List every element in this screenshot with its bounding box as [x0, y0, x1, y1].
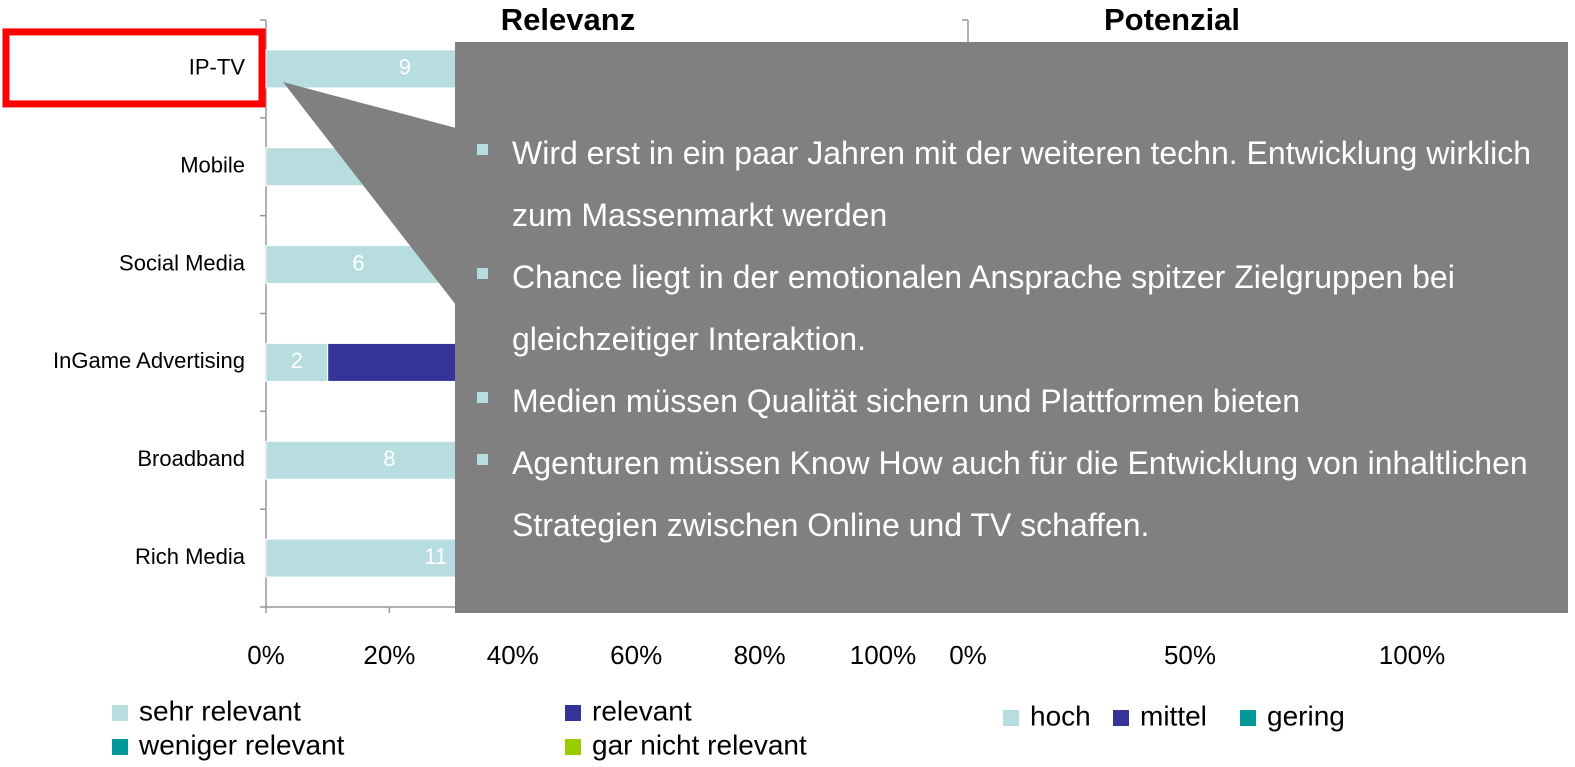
legend-label: gering	[1267, 700, 1345, 731]
value-label: 2	[291, 348, 303, 373]
x-tick-label: 50%	[1164, 640, 1216, 670]
bullet: Wird erst in ein paar Jahren mit der wei…	[475, 122, 1560, 246]
x-tick-label: 100%	[850, 640, 917, 670]
x-tick-label: 80%	[734, 640, 786, 670]
y-tick-label: Mobile	[180, 153, 245, 178]
bar-segment	[265, 342, 329, 382]
legend-swatch	[112, 705, 128, 721]
legend-label: hoch	[1030, 700, 1091, 731]
callout: Wird erst in ein paar Jahren mit der wei…	[475, 122, 1560, 556]
x-tick-label: 0%	[949, 640, 987, 670]
y-tick-label: InGame Advertising	[53, 348, 245, 373]
x-tick-label: 100%	[1379, 640, 1446, 670]
y-tick-label: Broadband	[137, 446, 245, 471]
y-tick-label: Social Media	[119, 250, 246, 275]
legend-swatch	[112, 739, 128, 755]
x-tick-label: 40%	[487, 640, 539, 670]
y-tick-label: Rich Media	[135, 544, 246, 569]
legend-swatch	[565, 705, 581, 721]
callout-pointer	[283, 82, 456, 305]
legend-swatch	[1113, 710, 1129, 726]
legend-label: relevant	[592, 695, 692, 726]
highlight-box	[2, 28, 266, 108]
legend-label: weniger relevant	[138, 729, 345, 760]
value-label: 6	[352, 250, 364, 275]
callout-box	[455, 42, 1568, 613]
x-tick-label: 60%	[610, 640, 662, 670]
chart-title: Relevanz	[501, 2, 635, 37]
value-label: 9	[399, 55, 411, 80]
legend-swatch	[1240, 710, 1256, 726]
legend-label: sehr relevant	[139, 695, 301, 726]
legend-swatch	[565, 739, 581, 755]
y-tick-label: IP-TV	[189, 55, 246, 80]
value-label: 8	[383, 446, 395, 471]
value-label: 11	[424, 544, 447, 569]
x-tick-label: 0%	[247, 640, 285, 670]
bullet-list: Wird erst in ein paar Jahren mit der wei…	[475, 122, 1560, 556]
chart-title: Potenzial	[1104, 2, 1240, 37]
bullet: Agenturen müssen Know How auch für die E…	[475, 432, 1560, 556]
legend-label: gar nicht relevant	[592, 729, 807, 760]
bullet: Medien müssen Qualität sichern und Platt…	[475, 370, 1560, 432]
legend-swatch	[1003, 710, 1019, 726]
legend-label: mittel	[1140, 700, 1207, 731]
bullet: Chance liegt in der emotionalen Ansprach…	[475, 246, 1560, 370]
x-tick-label: 20%	[363, 640, 415, 670]
